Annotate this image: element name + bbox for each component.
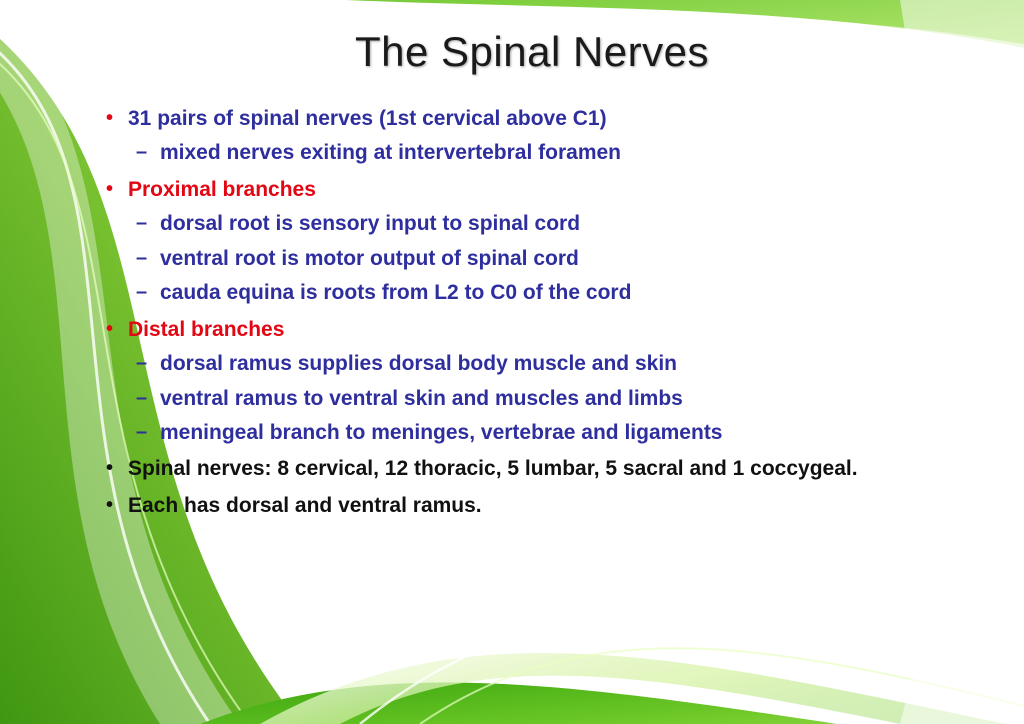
sub-bullet-item: ventral ramus to ventral skin and muscle… [128,384,964,414]
sub-bullet-text: dorsal root is sensory input to spinal c… [160,212,580,235]
bullet-item: Spinal nerves: 8 cervical, 12 thoracic, … [100,454,964,484]
sub-list: mixed nerves exiting at intervertebral f… [128,138,964,168]
sub-bullet-item: meningeal branch to meninges, vertebrae … [128,418,964,448]
bullet-item: Proximal branches dorsal root is sensory… [100,175,964,309]
bullet-item: 31 pairs of spinal nerves (1st cervical … [100,104,964,169]
sub-bullet-item: ventral root is motor output of spinal c… [128,244,964,274]
bullet-text: Proximal branches [128,178,316,201]
bullet-item: Each has dorsal and ventral ramus. [100,491,964,521]
sub-bullet-text: ventral ramus to ventral skin and muscle… [160,387,683,410]
bullet-text: Spinal nerves: 8 cervical, 12 thoracic, … [128,457,858,480]
content-area: The Spinal Nerves 31 pairs of spinal ner… [0,0,1024,724]
bullet-text: Each has dorsal and ventral ramus. [128,494,482,517]
sub-list: dorsal ramus supplies dorsal body muscle… [128,349,964,448]
sub-bullet-text: mixed nerves exiting at intervertebral f… [160,141,621,164]
sub-bullet-item: dorsal ramus supplies dorsal body muscle… [128,349,964,379]
bullet-text: 31 pairs of spinal nerves (1st cervical … [128,107,607,130]
sub-bullet-item: cauda equina is roots from L2 to C0 of t… [128,278,964,308]
sub-bullet-text: ventral root is motor output of spinal c… [160,247,579,270]
sub-bullet-text: dorsal ramus supplies dorsal body muscle… [160,352,677,375]
slide: The Spinal Nerves 31 pairs of spinal ner… [0,0,1024,724]
bullet-item: Distal branches dorsal ramus supplies do… [100,315,964,449]
bullet-text: Distal branches [128,318,284,341]
sub-bullet-text: meningeal branch to meninges, vertebrae … [160,421,723,444]
slide-title: The Spinal Nerves [100,28,964,76]
sub-bullet-text: cauda equina is roots from L2 to C0 of t… [160,281,631,304]
bullet-list: 31 pairs of spinal nerves (1st cervical … [100,104,964,521]
sub-bullet-item: dorsal root is sensory input to spinal c… [128,209,964,239]
sub-bullet-item: mixed nerves exiting at intervertebral f… [128,138,964,168]
sub-list: dorsal root is sensory input to spinal c… [128,209,964,308]
